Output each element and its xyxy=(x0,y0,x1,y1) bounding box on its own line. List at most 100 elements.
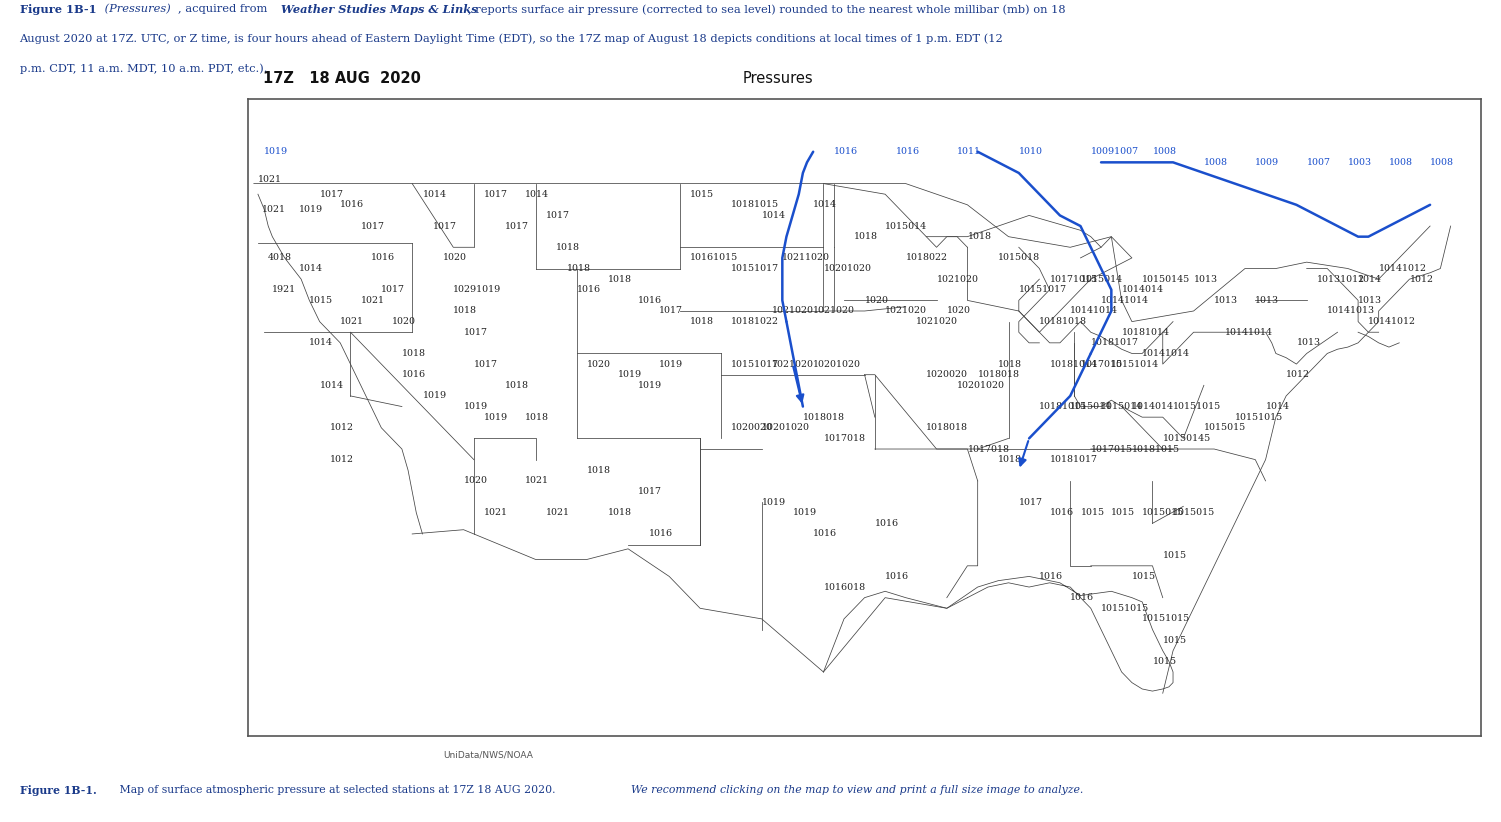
Text: 1015014: 1015014 xyxy=(1102,402,1144,411)
Text: 1014: 1014 xyxy=(320,381,344,390)
Text: 1015: 1015 xyxy=(309,296,333,305)
Text: 1020020: 1020020 xyxy=(731,423,773,432)
Text: 1020: 1020 xyxy=(464,477,488,485)
Text: 1018: 1018 xyxy=(504,381,528,390)
Text: p.m. CDT, 11 a.m. MDT, 10 a.m. PDT, etc.).: p.m. CDT, 11 a.m. MDT, 10 a.m. PDT, etc.… xyxy=(20,63,267,74)
Text: 10161015: 10161015 xyxy=(690,253,738,262)
Text: 10141013: 10141013 xyxy=(1327,307,1375,316)
Text: 10151017: 10151017 xyxy=(731,264,779,273)
Text: 1021: 1021 xyxy=(485,508,509,517)
Text: 10181014: 10181014 xyxy=(1049,359,1097,368)
Text: 10141012: 10141012 xyxy=(1379,264,1426,273)
Text: 10151017: 10151017 xyxy=(731,359,779,368)
Text: 10091007: 10091007 xyxy=(1091,147,1139,156)
Text: 1021: 1021 xyxy=(360,296,384,305)
Text: 1020: 1020 xyxy=(392,317,416,326)
Text: August 2020 at 17Z. UTC, or Z time, is four hours ahead of Eastern Daylight Time: August 2020 at 17Z. UTC, or Z time, is f… xyxy=(20,34,1003,44)
Text: 1017: 1017 xyxy=(546,211,570,220)
Text: 10151014: 10151014 xyxy=(1111,359,1159,368)
Text: 1019: 1019 xyxy=(793,508,817,517)
Text: 1020: 1020 xyxy=(587,359,611,368)
Text: 1018: 1018 xyxy=(525,413,549,422)
Text: Figure 1B-1.: Figure 1B-1. xyxy=(20,785,96,796)
Text: 17Z   18 AUG  2020: 17Z 18 AUG 2020 xyxy=(263,72,420,86)
Text: 1017: 1017 xyxy=(659,307,683,316)
Text: 1016: 1016 xyxy=(886,572,910,581)
Text: 1021: 1021 xyxy=(263,205,287,214)
Text: 1021: 1021 xyxy=(525,477,549,485)
Text: 1016: 1016 xyxy=(1039,572,1064,581)
Text: (Pressures): (Pressures) xyxy=(101,4,171,15)
Text: 1017015: 1017015 xyxy=(1091,445,1133,454)
Text: 1014: 1014 xyxy=(763,211,785,220)
Text: 1015: 1015 xyxy=(690,190,714,199)
Text: 1018018: 1018018 xyxy=(926,423,968,432)
Text: 1012: 1012 xyxy=(1409,275,1433,284)
Text: 1015: 1015 xyxy=(1163,635,1187,644)
Text: 10141012: 10141012 xyxy=(1369,317,1417,326)
Text: 1014: 1014 xyxy=(1265,402,1289,411)
Text: 1017: 1017 xyxy=(381,285,405,294)
Text: 1021: 1021 xyxy=(546,508,570,517)
Text: 1013: 1013 xyxy=(1358,296,1382,305)
Text: 1015018: 1015018 xyxy=(998,253,1040,262)
Text: Map of surface atmospheric pressure at selected stations at 17Z 18 AUG 2020.: Map of surface atmospheric pressure at s… xyxy=(116,785,558,795)
Text: 1017: 1017 xyxy=(464,328,488,337)
Text: 1018: 1018 xyxy=(453,307,477,316)
Text: 1921: 1921 xyxy=(272,285,297,294)
Text: 1018: 1018 xyxy=(557,242,579,252)
Text: 1013: 1013 xyxy=(1214,296,1238,305)
Text: Figure 1B-1: Figure 1B-1 xyxy=(20,4,96,15)
Text: 1014: 1014 xyxy=(525,190,549,199)
Text: 1021020: 1021020 xyxy=(814,307,856,316)
Text: 1012: 1012 xyxy=(1286,370,1310,379)
Text: 1014014: 1014014 xyxy=(1121,285,1163,294)
Text: 1015015: 1015015 xyxy=(1142,508,1184,517)
Text: 1016: 1016 xyxy=(896,147,920,156)
Text: 1016: 1016 xyxy=(1070,593,1094,603)
Text: 1020020: 1020020 xyxy=(926,370,968,379)
Text: 1013: 1013 xyxy=(1193,275,1217,284)
Text: 10181017: 10181017 xyxy=(1049,455,1097,464)
Text: 1017: 1017 xyxy=(485,190,509,199)
Text: 1016: 1016 xyxy=(875,519,899,528)
Text: 1018: 1018 xyxy=(608,275,632,284)
Text: 1018: 1018 xyxy=(998,455,1022,464)
Text: 1016: 1016 xyxy=(833,147,859,156)
Text: 1016: 1016 xyxy=(648,529,672,538)
Text: 1018022: 1018022 xyxy=(905,253,947,262)
Text: UniData/NWS/NOAA: UniData/NWS/NOAA xyxy=(443,750,533,760)
Text: 1015015: 1015015 xyxy=(1174,508,1216,517)
Text: 10151015: 10151015 xyxy=(1102,604,1150,612)
Text: 1019: 1019 xyxy=(638,381,662,390)
Text: 10181015: 10181015 xyxy=(1132,445,1180,454)
Text: 1019: 1019 xyxy=(763,497,787,506)
Text: 1015: 1015 xyxy=(1163,551,1187,560)
Text: 1014: 1014 xyxy=(309,339,333,348)
Text: 10201020: 10201020 xyxy=(763,423,809,432)
Text: Weather Studies Maps & Links: Weather Studies Maps & Links xyxy=(281,4,477,15)
Text: 1021020: 1021020 xyxy=(886,307,928,316)
Text: 1020: 1020 xyxy=(443,253,467,262)
Text: 10151015: 10151015 xyxy=(1174,402,1222,411)
Text: 1018: 1018 xyxy=(608,508,632,517)
Text: 1016: 1016 xyxy=(638,296,662,305)
Text: 10291019: 10291019 xyxy=(453,285,501,294)
Text: Pressures: Pressures xyxy=(743,72,814,86)
Text: 10201020: 10201020 xyxy=(814,359,862,368)
Text: 10151015: 10151015 xyxy=(1142,614,1190,623)
Text: 10171015: 10171015 xyxy=(1049,275,1097,284)
Text: 1015014: 1015014 xyxy=(886,222,928,230)
Text: 1017: 1017 xyxy=(432,222,456,230)
Text: 1016: 1016 xyxy=(402,370,426,379)
Text: 1019: 1019 xyxy=(659,359,683,368)
Text: 10150145: 10150145 xyxy=(1142,275,1190,284)
Text: 1018: 1018 xyxy=(690,317,714,326)
Text: 1020: 1020 xyxy=(865,296,889,305)
Text: 1018018: 1018018 xyxy=(803,413,845,422)
Text: 10201020: 10201020 xyxy=(824,264,872,273)
Text: 1018: 1018 xyxy=(854,232,878,241)
Text: 1018018: 1018018 xyxy=(977,370,1019,379)
Text: 1021020: 1021020 xyxy=(772,359,814,368)
Text: 1019: 1019 xyxy=(618,370,642,379)
